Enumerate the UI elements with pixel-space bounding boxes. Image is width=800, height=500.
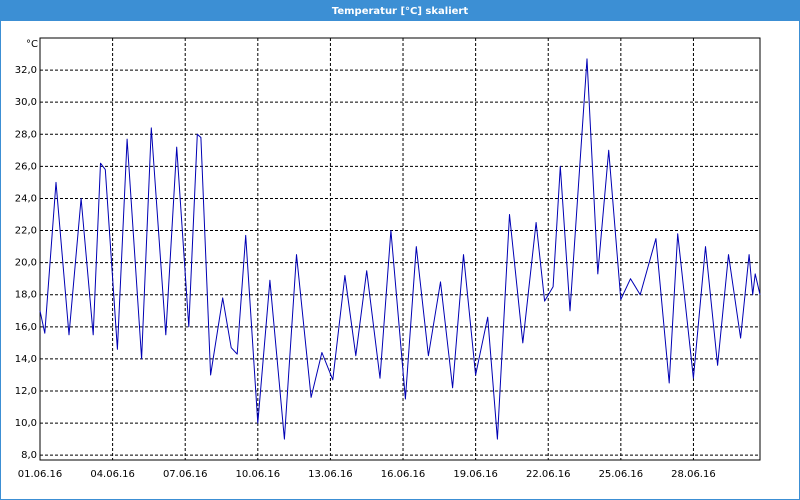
x-tick-label: 16.06.16 — [381, 469, 426, 480]
y-axis-label: °C — [26, 39, 38, 50]
x-tick-label: 01.06.16 — [18, 469, 63, 480]
y-tick-label: 16,0 — [15, 322, 37, 333]
x-tick-label: 10.06.16 — [236, 469, 281, 480]
y-tick-label: 18,0 — [15, 290, 37, 301]
title-bar — [0, 0, 800, 21]
y-tick-label: 8,0 — [21, 450, 37, 461]
y-tick-label: 14,0 — [15, 354, 37, 365]
x-tick-label: 13.06.16 — [308, 469, 353, 480]
temperature-line — [39, 58, 761, 440]
y-tick-label: 30,0 — [15, 97, 37, 108]
x-tick-label: 28.06.16 — [671, 469, 716, 480]
x-tick-label: 07.06.16 — [163, 469, 208, 480]
chart-title: Temperatur [°C] skaliert — [332, 6, 469, 17]
y-tick-label: 10,0 — [15, 418, 37, 429]
y-tick-label: 28,0 — [15, 129, 37, 140]
y-tick-label: 22,0 — [15, 226, 37, 237]
y-tick-label: 26,0 — [15, 161, 37, 172]
x-tick-label: 04.06.16 — [90, 469, 135, 480]
y-tick-label: 12,0 — [15, 386, 37, 397]
y-tick-label: 24,0 — [15, 193, 37, 204]
y-tick-label: 32,0 — [15, 65, 37, 76]
x-tick-label: 25.06.16 — [599, 469, 644, 480]
x-tick-label: 19.06.16 — [453, 469, 498, 480]
x-tick-label: 22.06.16 — [526, 469, 571, 480]
y-tick-label: 20,0 — [15, 258, 37, 269]
